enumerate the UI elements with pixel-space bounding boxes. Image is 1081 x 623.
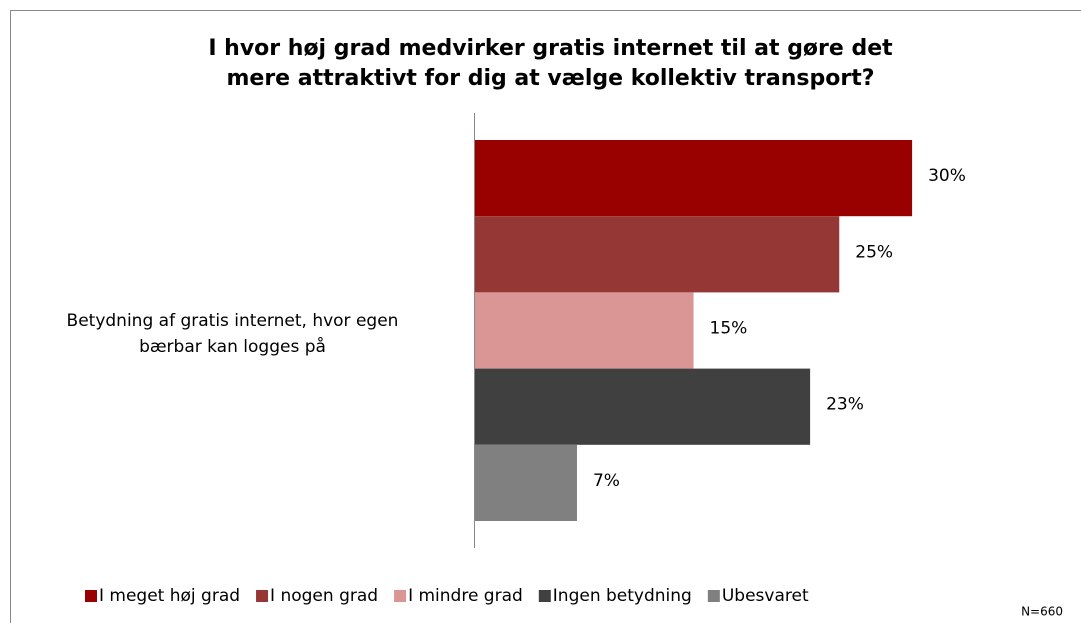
data-label: 15% [710, 319, 748, 339]
legend-label: I meget høj grad [99, 586, 240, 606]
legend-label: Ingen betydning [553, 586, 692, 606]
legend-label: I nogen grad [270, 586, 378, 606]
bar [475, 140, 913, 217]
data-label: 30% [928, 166, 966, 186]
data-label: 7% [593, 471, 620, 491]
bar [475, 444, 577, 521]
legend-swatch [707, 590, 720, 602]
annotation: N=660 [1021, 605, 1063, 619]
legend-swatch [538, 590, 551, 602]
bar [475, 292, 694, 369]
legend-label: Ubesvaret [722, 586, 809, 606]
bar [475, 368, 811, 445]
legend-label: I mindre grad [408, 586, 523, 606]
legend-swatch [256, 590, 269, 602]
data-label: 25% [855, 242, 893, 262]
chart-title: I hvor høj grad medvirker gratis interne… [208, 36, 893, 91]
bar [475, 216, 840, 293]
legend-swatch [394, 590, 407, 602]
data-label: 23% [826, 395, 864, 415]
category-label: Betydning af gratis internet, hvor egen … [66, 311, 399, 357]
legend-swatch [85, 590, 97, 602]
